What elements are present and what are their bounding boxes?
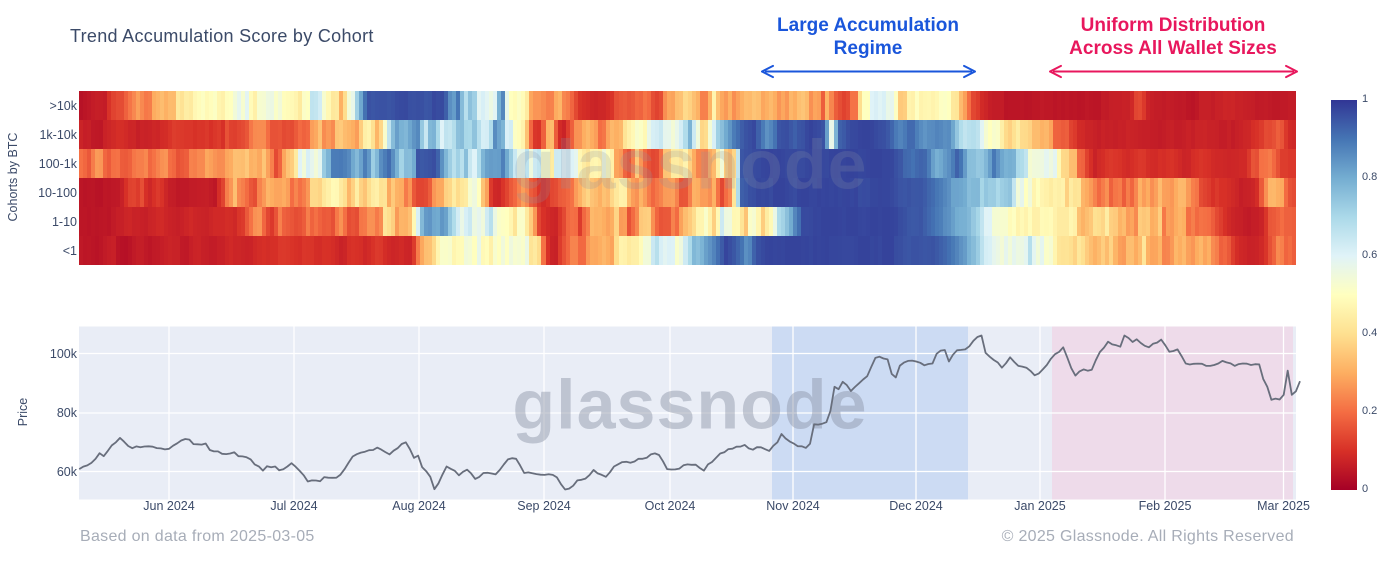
svg-text:glassnode: glassnode [512,365,867,443]
svg-text:glassnode: glassnode [512,125,867,203]
